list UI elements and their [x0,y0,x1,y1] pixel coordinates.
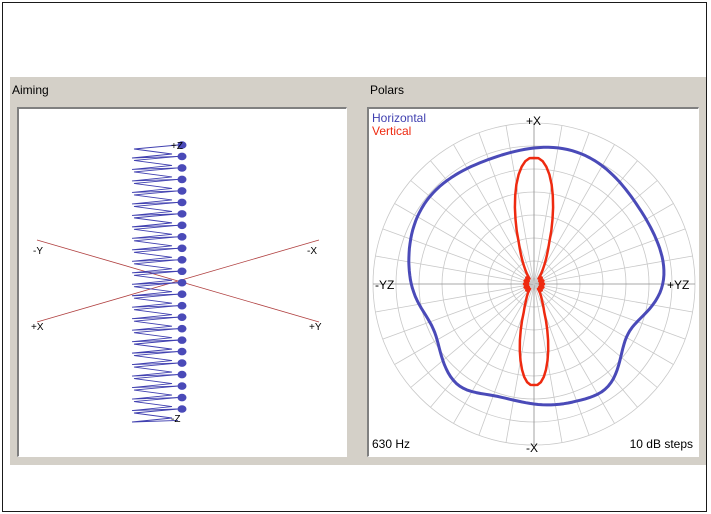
element-outline [131,224,179,239]
element-dot [177,267,187,276]
element-dot [177,301,187,310]
horizontal-polar-curve [407,145,666,407]
element-outline [131,408,179,423]
element-outline [131,247,179,262]
polar-label-top: +X [526,114,541,128]
element-outline [131,201,179,216]
element-dot [177,152,187,161]
polar-spoke [410,180,535,285]
aiming-view[interactable]: -Y -X +X +Y +Z -Z [19,109,347,457]
element-outline [131,144,179,159]
aiming-title: Aiming [12,83,49,97]
polars-panel[interactable]: +X -X -YZ +YZ Horizontal Vertical 630 Hz… [367,107,699,457]
polar-spoke [382,228,535,285]
polar-spoke [533,283,693,313]
polar-spoke [533,144,615,285]
element-dot [177,141,187,149]
element-dot [177,244,187,253]
polar-spoke [533,125,563,285]
polar-label-right: +YZ [667,278,689,292]
polar-spoke [382,283,535,340]
legend-horizontal: Horizontal [372,111,427,125]
element-dot [177,175,187,184]
polar-spoke [533,132,590,285]
element-outline [131,213,179,228]
polar-spoke [533,283,638,408]
element-dot [177,393,187,402]
polar-spoke [478,132,535,285]
element-dot [177,359,187,367]
element-dot [177,313,187,321]
dB-steps-label: 10 dB steps [629,437,693,451]
element-outline [131,316,179,331]
element-dot [177,405,187,413]
axis-label-neg-x: -X [307,246,317,257]
element-outline [131,293,179,308]
element-dot [177,278,187,287]
polar-spoke [533,180,658,285]
legend-vertical: Vertical [372,124,412,138]
element-dot [177,255,187,264]
polar-spoke [453,283,535,424]
element-outline [131,236,179,251]
axis-label-pos-z: +Z [171,141,183,152]
element-outline [131,156,179,170]
element-outline [131,190,179,205]
element-outline [131,397,179,411]
element-dot [177,382,187,390]
polar-spoke [375,283,535,313]
frequency-label: 630 Hz [372,437,411,451]
aiming-panel[interactable]: -Y -X +X +Y +Z -Z [17,107,347,457]
axis-label-pos-y: +Y [309,322,322,333]
element-dot [177,336,187,344]
polar-spoke [533,283,674,365]
element-outline [131,305,179,320]
element-dot [177,198,187,207]
polars-title: Polars [370,83,405,97]
element-outline [131,385,179,400]
element-dot [177,210,187,218]
polar-legend: Horizontal Vertical [372,112,426,138]
polar-spoke [430,283,535,408]
element-outline [131,270,179,285]
element-dot [177,233,187,241]
polar-spoke [533,203,674,285]
vertical-polar-curve [513,156,555,387]
polar-spoke [533,228,686,285]
element-dot [177,347,187,356]
polar-plot[interactable]: +X -X -YZ +YZ [369,109,699,457]
axis-label-pos-x: +X [31,322,44,333]
axis-label-neg-z: -Z [171,414,180,425]
polar-label-left: -YZ [375,278,394,292]
polar-spoke [410,283,535,388]
axis-label-neg-y: -Y [33,246,43,257]
polar-spoke [533,283,658,388]
element-outline [131,351,179,366]
element-dot [177,290,187,299]
element-outline [131,339,179,354]
element-outline [131,178,179,193]
element-dot [177,187,187,195]
element-dot [177,324,187,333]
polar-spoke [533,255,693,285]
element-outline [131,362,179,377]
element-outline [131,167,179,182]
element-outline [131,259,179,274]
polar-spoke [533,283,615,424]
element-outline [131,282,179,297]
polar-spoke [533,283,686,340]
polar-grid [372,122,696,446]
element-dot [177,164,187,172]
element-dot [177,221,187,230]
polar-spoke [375,255,535,285]
polar-spoke [394,283,535,365]
polar-label-bottom: -X [526,441,538,455]
element-outline [131,374,179,389]
element-dot [177,370,187,379]
element-outline [131,328,179,343]
array-elements [131,141,187,423]
